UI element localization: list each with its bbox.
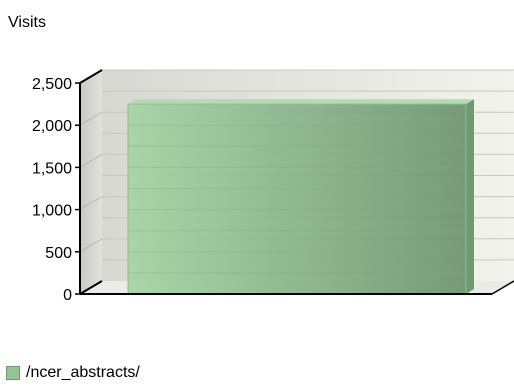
y-tick-label: 0 <box>63 287 72 304</box>
bars <box>127 99 474 295</box>
legend-label: /ncer_abstracts/ <box>26 364 140 381</box>
side-wall <box>80 70 102 294</box>
y-tick-label: 1,000 <box>32 203 72 220</box>
y-tick-label: 500 <box>45 245 72 262</box>
origin-depth-line <box>79 280 103 295</box>
y-tick-label: 2,000 <box>32 118 72 135</box>
legend: /ncer_abstracts/ <box>6 364 140 382</box>
bar <box>127 103 467 295</box>
bar-side <box>466 99 474 294</box>
side-gridline <box>79 196 103 211</box>
y-axis-title: Visits <box>8 14 46 31</box>
side-gridline <box>79 111 103 126</box>
y-axis-ticks: 0 500 1,000 1,500 2,000 2,500 <box>32 76 80 304</box>
axis-lines <box>79 69 514 295</box>
floor-right-edge <box>491 280 514 295</box>
y-axis-depth-line <box>79 69 103 84</box>
y-tick-label: 1,500 <box>32 160 72 177</box>
side-gridline <box>79 238 103 253</box>
side-gridline <box>79 153 103 168</box>
y-tick-label: 2,500 <box>32 76 72 93</box>
bar-top <box>128 99 474 105</box>
legend-swatch <box>6 366 20 380</box>
